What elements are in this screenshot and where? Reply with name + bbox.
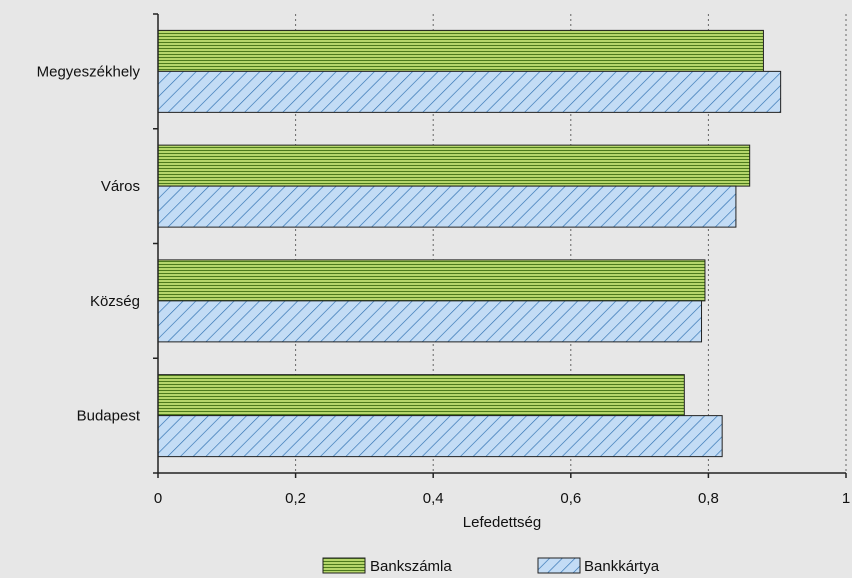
legend-item-bankkartya: Bankkártya	[537, 557, 660, 575]
axes	[153, 13, 847, 478]
bars	[157, 29, 782, 458]
bar-bankszamla-1	[157, 144, 751, 187]
bar-bankszamla-2	[157, 259, 706, 302]
bar-bankkartya-1	[157, 185, 737, 228]
legend: Bankszámla Bankkártya	[322, 557, 660, 575]
legend-label-bankkartya: Bankkártya	[584, 558, 660, 575]
legend-swatch-bankkartya	[537, 557, 581, 574]
x-tick-label-3: 0,6	[560, 490, 581, 507]
bar-bankkartya-3	[157, 415, 723, 458]
legend-swatch-bankszamla	[322, 557, 366, 574]
x-tick-label-2: 0,4	[423, 490, 444, 507]
x-tick-label-1: 0,2	[285, 490, 306, 507]
x-tick-labels: 0 0,2 0,4 0,6 0,8 1	[154, 490, 850, 507]
legend-label-bankszamla: Bankszámla	[370, 558, 452, 575]
bar-bankkartya-0	[157, 70, 782, 113]
category-label-1: Város	[101, 178, 140, 195]
category-label-3: Budapest	[77, 408, 141, 425]
category-labels: Megyeszékhely Város Község Budapest	[37, 63, 141, 424]
x-tick-label-5: 1	[842, 490, 850, 507]
category-label-2: Község	[90, 293, 140, 310]
legend-item-bankszamla: Bankszámla	[322, 557, 452, 575]
bar-bankkartya-2	[157, 300, 703, 343]
bar-bankszamla-3	[157, 374, 685, 417]
category-label-0: Megyeszékhely	[37, 63, 141, 80]
bar-bankszamla-0	[157, 29, 764, 72]
x-tick-label-4: 0,8	[698, 490, 719, 507]
x-tick-label-0: 0	[154, 490, 162, 507]
x-axis-title: Lefedettség	[463, 514, 541, 531]
